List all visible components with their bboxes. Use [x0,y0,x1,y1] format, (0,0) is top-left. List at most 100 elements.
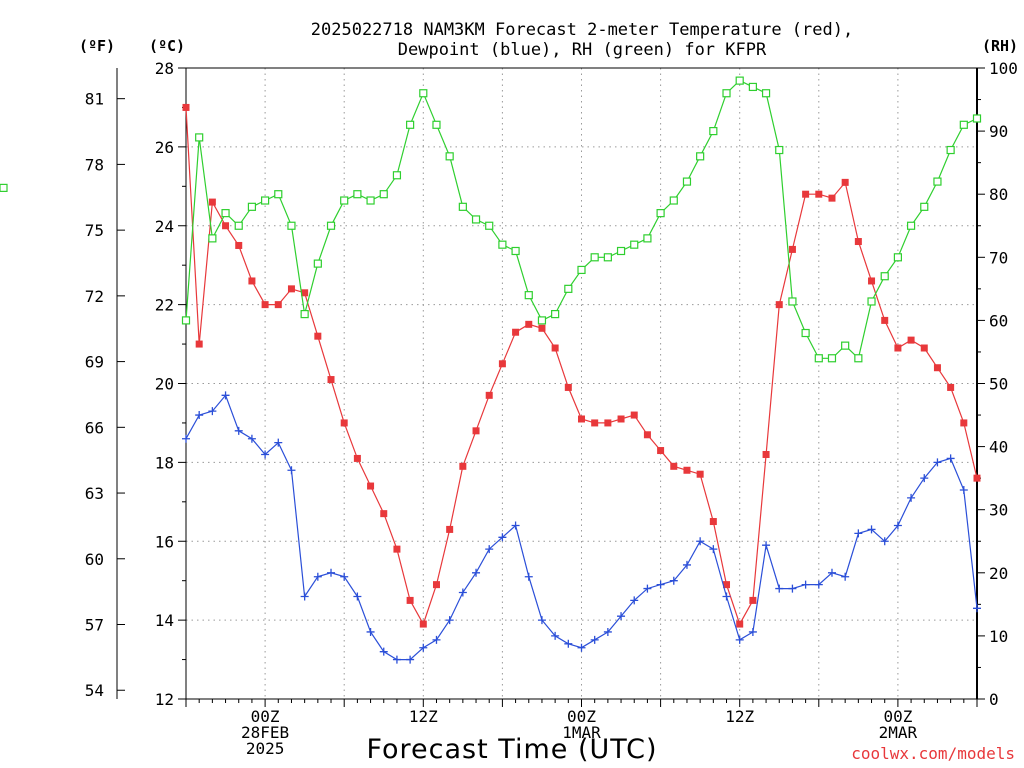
dewpoint-point [511,521,520,530]
rh-tick-label: 0 [989,690,999,709]
x-tick-label: 2025 [246,739,285,758]
temperature-point [525,320,533,328]
dewpoint-point [907,493,916,502]
temperature-point [617,415,625,423]
celsius-tick-label: 18 [155,453,174,472]
dewpoint-point [603,627,612,636]
temperature-point [670,462,678,470]
rh-point [564,284,573,293]
rh-point [261,196,270,205]
temperature-point [195,340,203,348]
rh-tick-label: 10 [989,627,1008,646]
temperature-point [947,383,955,391]
rh-point [195,133,204,142]
dewpoint-point [274,438,283,447]
dewpoint-point [643,584,652,593]
dewpoint-point [551,631,560,640]
rh-point [485,221,494,230]
x-tick-label: 00Z [883,707,912,726]
rh-point [511,246,520,256]
temperature-point [881,316,889,324]
rh-point [696,152,705,161]
dewpoint-point [366,627,375,636]
rh-point [590,253,599,262]
temperature-point [696,470,704,478]
celsius-tick-label: 28 [155,59,174,78]
rh-point [181,316,191,325]
rh-point [366,196,375,205]
rh-point [906,221,916,230]
dewpoint-point [880,537,889,546]
rh-point [920,202,929,211]
temperature-point [788,245,796,253]
dewpoint-point [208,407,217,416]
dewpoint-point [458,588,467,597]
dewpoint-point [590,635,599,644]
rh-point [432,120,441,129]
temperature-point [802,190,810,198]
temperature-point [709,518,717,526]
dewpoint-point [247,434,256,443]
rh-point [392,171,402,180]
rh-point [208,234,217,243]
x-tick-label: 2MAR [879,723,918,742]
dewpoint-point [775,584,784,593]
dewpoint-point [788,584,797,593]
dewpoint-point [445,616,454,625]
rh-point [498,240,507,249]
rh-point [234,221,243,230]
dewpoint-point [630,596,639,605]
rh-point [933,177,942,186]
series [0,76,982,664]
rh-point [682,177,692,186]
chart-title-line1: 2025022718 NAM3KM Forecast 2-meter Tempe… [311,20,853,40]
dewpoint-point [564,639,573,648]
dewpoint-point [959,485,968,494]
temperature-point [578,415,585,423]
rh-point [340,196,349,205]
grid [186,68,977,699]
dewpoint-point [392,655,401,664]
temperature-point [591,419,599,427]
dewpoint-point [946,454,955,463]
rh-point [748,82,757,92]
fahrenheit-tick-label: 63 [85,484,104,503]
temperature-point [960,419,968,427]
fahrenheit-tick-label: 60 [85,550,104,569]
rh-series [0,76,982,363]
temperature-point [222,222,230,230]
rh-unit-label: (RH) [982,37,1018,55]
temperature-point [485,391,493,399]
temperature-point [287,285,295,293]
rh-point [379,190,388,199]
dewpoint-point [893,521,902,530]
rh-point [445,152,454,161]
rh-tick-label: 90 [989,122,1008,141]
temperature-point [182,103,190,111]
dewpoint-point [195,411,204,420]
dewpoint-point [801,580,810,589]
dewpoint-point [340,572,349,581]
x-tick-label: 12Z [409,707,438,726]
temperature-point [907,336,915,344]
celsius-tick-label: 26 [155,138,174,157]
rh-point [735,76,744,85]
dewpoint-point [709,545,718,554]
dewpoint-point [524,572,533,581]
dewpoint-point [827,568,836,577]
rh-point [761,89,771,98]
rh-point [300,309,309,319]
temperature-point [723,581,731,589]
dewpoint-point [748,627,757,636]
temperature-point [854,238,862,246]
temperature-point [643,431,651,439]
rh-point [616,246,626,256]
temperature-series [182,103,981,628]
rh-point [221,209,230,218]
dewpoint-point [379,647,388,656]
x-tick-label: 12Z [725,707,754,726]
dewpoint-point [498,533,507,542]
temperature-point [498,360,506,368]
rh-point [287,221,296,230]
temperature-point [604,419,612,427]
